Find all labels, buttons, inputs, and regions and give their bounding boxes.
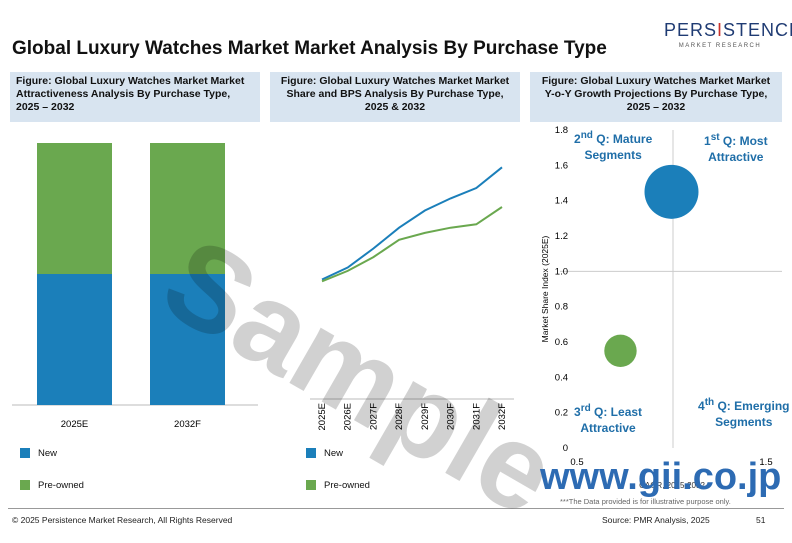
chart1-xtick-2032F: 2032F (174, 419, 201, 430)
persistence-logo: PERSISTENCE MARKET RESEARCH (664, 20, 792, 49)
chart3-xlabel: CAGR, 2025-2032 (639, 481, 705, 490)
chart2-xtick-2027F: 2027F (368, 403, 379, 430)
chart3-ytick: 0.4 (555, 372, 568, 383)
chart3-ytick: 0.8 (555, 302, 568, 313)
line-new (321, 166, 503, 281)
legend-swatch-new (306, 448, 316, 458)
chart2-xtick-2032F: 2032F (497, 403, 508, 430)
legend-item-new: New (20, 446, 84, 460)
chart2-xtick-2028F: 2028F (394, 403, 405, 430)
legend-item-new: New (306, 446, 370, 460)
quadrant-1-label: 1st Q: Most Attractive (704, 132, 768, 164)
illustrative-note: ***The Data provided is for illustrative… (560, 497, 731, 506)
legend-chart2: New Pre-owned (306, 446, 370, 510)
chart3-xtick-max: 1.5 (759, 457, 772, 468)
page-number: 51 (756, 515, 766, 525)
figure1-title: Figure: Global Luxury Watches Market Mar… (10, 72, 260, 122)
chart3-xtick-min: 0.5 (570, 457, 583, 468)
chart3-ytick: 0.2 (555, 408, 568, 419)
figure2-title: Figure: Global Luxury Watches Market Mar… (270, 72, 520, 122)
chart2-xtick-2026E: 2026E (343, 403, 354, 430)
chart3-ytick: 1.2 (555, 231, 568, 242)
bar-preowned-2032F (150, 143, 225, 274)
bar-preowned-2025E (37, 143, 112, 274)
footer-divider (8, 508, 784, 509)
legend-swatch-new (20, 448, 30, 458)
line-pre-owned (321, 206, 503, 283)
chart2-xtick-2029F: 2029F (420, 403, 431, 430)
figure3-title: Figure: Global Luxury Watches Market Mar… (530, 72, 782, 122)
page-title: Global Luxury Watches Market Market Anal… (12, 38, 607, 59)
chart3-ytick: 0 (563, 443, 568, 454)
site-watermark: www.gii.co.jp (540, 456, 782, 498)
bar-new-2025E (37, 274, 112, 405)
chart1-xtick-2025E: 2025E (61, 419, 88, 430)
chart2-xtick-2025E: 2025E (317, 403, 328, 430)
copyright: © 2025 Persistence Market Research, All … (12, 515, 233, 525)
quadrant-3-label: 3rd Q: Least Attractive (574, 403, 643, 435)
chart2-xtick-2030F: 2030F (446, 403, 457, 430)
chart3-ytick: 1.4 (555, 196, 568, 207)
chart3-ylabel: Market Share Index (2025E) (540, 235, 550, 342)
legend-swatch-preowned (306, 480, 316, 490)
legend-item-preowned: Pre-owned (306, 478, 370, 492)
bubble-pre-owned (604, 334, 637, 368)
source-note: Source: PMR Analysis, 2025 (602, 515, 710, 525)
legend-item-preowned: Pre-owned (20, 478, 84, 492)
chart3-ytick: 1.0 (555, 266, 568, 277)
legend-swatch-preowned (20, 480, 30, 490)
chart3-ytick: 1.8 (555, 125, 568, 136)
chart2-xtick-2031F: 2031F (471, 403, 482, 430)
quadrant-4-label: 4th Q: Emerging Segments (698, 397, 790, 429)
chart3-ytick: 0.6 (555, 337, 568, 348)
quadrant-2-label: 2nd Q: Mature Segments (574, 130, 653, 162)
chart3-ytick: 1.6 (555, 160, 568, 171)
bubble-new (644, 164, 699, 219)
legend-chart1: New Pre-owned (20, 446, 84, 510)
bar-new-2032F (150, 274, 225, 405)
